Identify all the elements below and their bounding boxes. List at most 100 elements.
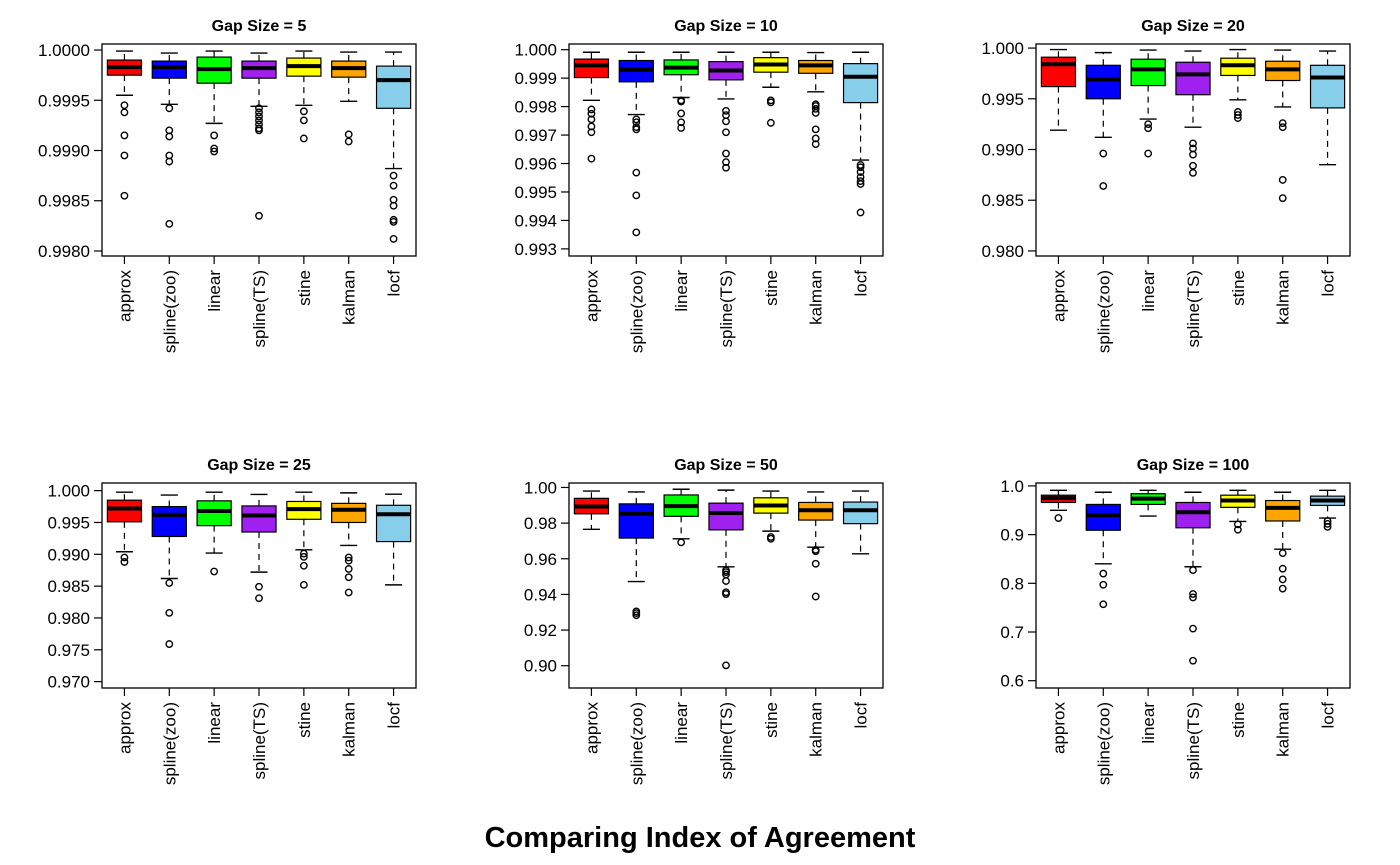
outlier-point bbox=[255, 108, 263, 117]
outlier-point bbox=[1278, 584, 1287, 593]
box-locf bbox=[1309, 64, 1346, 109]
x-tick-label: spline(zoo) bbox=[160, 270, 179, 353]
outlier-point bbox=[1278, 564, 1287, 573]
outlier-point bbox=[1278, 194, 1287, 203]
x-tick-label: approx bbox=[115, 270, 134, 322]
outlier-point bbox=[1189, 566, 1197, 575]
outlier-point bbox=[120, 108, 129, 117]
outlier-point bbox=[299, 561, 308, 570]
box-linear bbox=[1130, 58, 1166, 87]
y-tick-label: 0.980 bbox=[47, 609, 90, 628]
x-tick-label: locf bbox=[852, 702, 871, 729]
outlier-point bbox=[632, 611, 641, 620]
outlier-point bbox=[120, 191, 129, 200]
y-tick-label: 1.000 bbox=[514, 41, 557, 60]
y-tick-label: 1.000 bbox=[47, 482, 90, 501]
x-tick-label: kalman bbox=[807, 702, 826, 757]
x-tick-label: stine bbox=[762, 702, 781, 738]
outlier-point bbox=[120, 131, 129, 140]
outlier-point bbox=[1278, 575, 1287, 584]
outlier-point bbox=[811, 125, 820, 134]
outlier-point bbox=[856, 208, 865, 217]
outlier-point bbox=[722, 149, 730, 158]
outlier-point bbox=[299, 116, 308, 125]
outlier-point bbox=[1233, 520, 1242, 529]
x-tick-label: kalman bbox=[807, 270, 826, 325]
y-tick-label: 0.94 bbox=[524, 585, 557, 604]
outlier-point bbox=[632, 228, 641, 237]
y-tick-label: 0.90 bbox=[524, 657, 557, 676]
box-approx bbox=[573, 58, 610, 79]
box-linear bbox=[196, 500, 232, 527]
x-tick-label: spline(zoo) bbox=[627, 270, 646, 353]
y-tick-label: 0.996 bbox=[514, 155, 557, 174]
y-tick-label: 0.990 bbox=[981, 140, 1024, 159]
outlier-point bbox=[1099, 149, 1108, 158]
boxplot-panel: Gap Size = 20 0.980 0.985 0.990 0.995 1.000 ap… bbox=[981, 18, 1351, 353]
outlier-point bbox=[811, 547, 820, 556]
panel-title: Gap Size = 25 bbox=[207, 457, 311, 474]
box-spline(zoo) bbox=[1085, 64, 1121, 100]
outlier-point bbox=[587, 109, 596, 118]
outlier-point bbox=[587, 128, 596, 137]
outlier-point bbox=[722, 158, 730, 166]
x-tick-label: approx bbox=[1049, 702, 1068, 754]
x-tick-label: stine bbox=[295, 702, 314, 738]
x-tick-label: spline(TS) bbox=[250, 270, 269, 347]
box-locf bbox=[375, 504, 412, 543]
x-tick-label: linear bbox=[205, 270, 224, 312]
y-tick-label: 0.993 bbox=[514, 240, 557, 259]
x-tick-label: linear bbox=[1139, 270, 1158, 312]
x-tick-label: linear bbox=[672, 702, 691, 744]
outlier-point bbox=[1278, 549, 1287, 558]
outlier-point bbox=[856, 163, 865, 172]
outlier-point bbox=[1233, 111, 1242, 119]
outlier-point bbox=[1278, 176, 1287, 184]
y-tick-label: 1.000 bbox=[981, 39, 1024, 58]
outlier-point bbox=[1189, 150, 1197, 159]
outlier-point bbox=[1099, 600, 1108, 609]
figure-title: Comparing Index of Agreement bbox=[484, 822, 916, 854]
box-approx bbox=[1040, 56, 1077, 88]
y-tick-label: 0.9985 bbox=[38, 192, 90, 211]
panel-title: Gap Size = 100 bbox=[1137, 457, 1250, 474]
y-tick-label: 0.96 bbox=[524, 550, 557, 569]
x-tick-label: approx bbox=[1049, 270, 1068, 322]
outlier-point bbox=[632, 125, 641, 134]
y-tick-label: 0.995 bbox=[47, 513, 90, 532]
outlier-point bbox=[811, 559, 820, 568]
box-kalman bbox=[1265, 499, 1301, 522]
x-tick-label: stine bbox=[762, 270, 781, 306]
outlier-point bbox=[1278, 119, 1287, 128]
outlier-point bbox=[722, 590, 730, 598]
outlier-point bbox=[1189, 656, 1197, 665]
y-tick-label: 0.8 bbox=[1000, 574, 1024, 593]
outlier-point bbox=[1099, 580, 1108, 589]
x-tick-label: spline(zoo) bbox=[1094, 270, 1113, 353]
outlier-point bbox=[255, 582, 263, 591]
outlier-point bbox=[255, 104, 263, 113]
outlier-point bbox=[299, 134, 308, 143]
outlier-point bbox=[1144, 120, 1153, 129]
x-tick-label: kalman bbox=[340, 270, 359, 325]
y-tick-label: 0.990 bbox=[47, 545, 90, 564]
y-tick-label: 0.999 bbox=[514, 69, 557, 88]
outlier-point bbox=[120, 558, 129, 566]
x-tick-label: spline(TS) bbox=[1184, 270, 1203, 347]
outlier-point bbox=[255, 211, 263, 220]
outlier-point bbox=[255, 112, 263, 121]
x-tick-label: locf bbox=[1319, 702, 1338, 729]
y-tick-label: 0.970 bbox=[47, 673, 90, 692]
box-spline(zoo) bbox=[151, 60, 187, 79]
y-tick-label: 1.00 bbox=[524, 478, 557, 497]
x-tick-label: locf bbox=[385, 270, 404, 297]
panel-title: Gap Size = 20 bbox=[1141, 18, 1245, 35]
outlier-point bbox=[856, 177, 865, 186]
outlier-point bbox=[255, 116, 263, 125]
outlier-point bbox=[1189, 590, 1197, 598]
outlier-point bbox=[856, 180, 865, 188]
y-tick-label: 0.994 bbox=[514, 211, 557, 230]
outlier-point bbox=[1189, 139, 1197, 148]
x-tick-label: linear bbox=[1139, 702, 1158, 744]
outlier-point bbox=[1144, 124, 1153, 133]
